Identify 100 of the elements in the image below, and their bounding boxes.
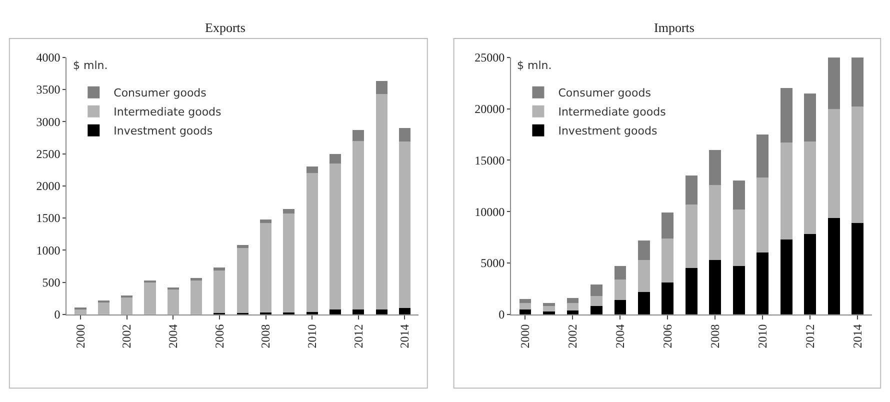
x-tick-label: 2012 [802, 324, 817, 348]
bar [236, 245, 248, 248]
x-tick-label: 2012 [351, 324, 366, 348]
y-tick-label: 1500 [36, 211, 60, 226]
y-tick-label: 5000 [480, 256, 505, 270]
bar [852, 57, 864, 107]
y-tick-label: 2500 [36, 146, 60, 161]
bar [590, 296, 602, 306]
legend-label: Intermediate goods [558, 106, 666, 119]
x-tick-label: 2014 [398, 324, 412, 348]
bar [685, 176, 698, 204]
y-tick-label: 3500 [36, 82, 60, 97]
x-tick-label: 2000 [518, 324, 532, 348]
bar [398, 308, 410, 314]
bar [780, 239, 792, 314]
bar [543, 303, 555, 306]
bar [614, 279, 626, 300]
bar [756, 134, 769, 178]
x-tick-label: 2008 [258, 324, 273, 348]
bar [638, 260, 650, 292]
bar [828, 218, 840, 314]
bar [190, 280, 202, 314]
bar [352, 140, 364, 310]
bar [638, 292, 650, 314]
bar [662, 282, 674, 314]
bar [709, 184, 722, 260]
x-tick-label: 2004 [166, 324, 180, 348]
bar [283, 214, 295, 312]
legend-label: Investment goods [114, 124, 213, 138]
bar [306, 166, 318, 174]
x-tick-label: 2004 [613, 324, 628, 348]
bar [756, 252, 769, 314]
bar [376, 81, 388, 94]
bar [329, 163, 342, 310]
y-tick-label: 2000 [36, 179, 60, 194]
bar [236, 248, 248, 314]
bar [780, 88, 792, 143]
bar [590, 306, 602, 314]
x-tick-label: 2014 [850, 324, 864, 348]
bar [543, 306, 555, 312]
bar [398, 142, 410, 308]
bar [214, 267, 226, 270]
legend-label: Consumer goods [114, 86, 207, 100]
x-tick-label: 2010 [756, 324, 770, 348]
legend-label: Intermediate goods [114, 106, 222, 119]
bar [566, 303, 579, 310]
y-axis-title: $ mln. [517, 59, 552, 72]
x-tick-label: 2010 [304, 324, 319, 348]
bar [214, 269, 226, 314]
bar [144, 282, 156, 314]
bar [804, 142, 816, 234]
bar [662, 212, 674, 238]
y-tick-label: 0 [498, 308, 505, 322]
bar [780, 142, 792, 240]
y-tick-label: 500 [42, 275, 60, 290]
x-tick-label: 2000 [73, 324, 88, 348]
bar [121, 297, 133, 314]
chart-title: Exports [205, 20, 246, 35]
y-tick-label: 25000 [474, 50, 505, 65]
y-tick-label: 0 [54, 308, 60, 322]
x-tick-label: 2006 [212, 324, 226, 348]
bar [685, 204, 698, 268]
bar [566, 298, 579, 304]
y-tick-label: 3000 [36, 114, 60, 129]
bar [756, 178, 769, 253]
bar [190, 278, 202, 280]
bar [614, 300, 626, 314]
bar [260, 223, 272, 312]
bar [590, 284, 602, 296]
x-tick-label: 2006 [660, 324, 675, 348]
bar [398, 128, 410, 142]
bar [852, 106, 864, 223]
bar [804, 93, 816, 142]
y-tick-label: 10000 [474, 204, 505, 219]
bar [732, 180, 745, 210]
bar [329, 154, 342, 164]
x-tick-label: 2002 [566, 324, 580, 348]
y-tick-label: 1000 [36, 243, 60, 258]
legend-label: Consumer goods [558, 86, 652, 100]
chart-title: Imports [654, 20, 694, 35]
bar [519, 303, 532, 310]
y-tick-label: 20000 [474, 102, 505, 116]
bar [614, 266, 626, 280]
bar [283, 209, 295, 214]
bar [519, 298, 532, 304]
bar [852, 222, 864, 314]
bar [662, 238, 674, 283]
y-tick-label: 15000 [474, 153, 505, 168]
bar [804, 234, 816, 314]
bar [685, 268, 698, 314]
bar [167, 289, 179, 314]
legend-label: Investment goods [558, 124, 658, 138]
y-tick-label: 4000 [36, 50, 60, 65]
bar [709, 260, 722, 314]
bar [638, 240, 650, 260]
y-axis-title: $ mln. [73, 59, 108, 72]
bar [828, 108, 840, 218]
bar [306, 173, 318, 312]
bar [709, 150, 722, 185]
bar [732, 266, 745, 314]
